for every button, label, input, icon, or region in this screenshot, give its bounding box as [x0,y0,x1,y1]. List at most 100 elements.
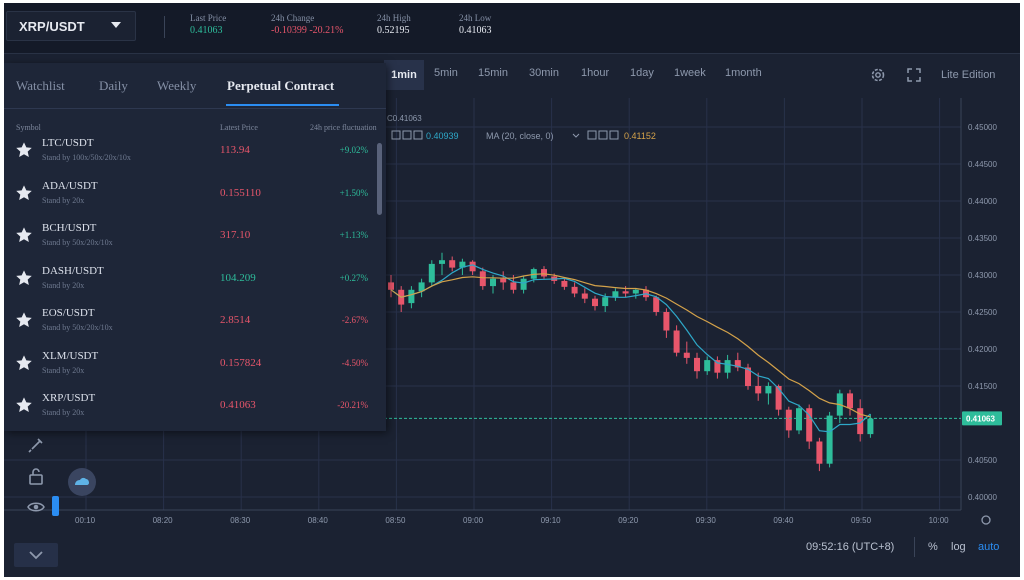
stat-label: Last Price [190,13,227,23]
watchlist-row[interactable]: LTC/USDT Stand by 100x/50x/20x/10x 113.94 +… [4,138,378,179]
candle-body [490,278,496,287]
star-icon[interactable] [15,311,33,329]
watchlist-row[interactable]: EOS/USDT Stand by 50x/20x/10x 2.8514 -2.67% [4,306,378,349]
row-leverage: Stand by 20x [42,280,85,290]
legend-ma-label: MA (20, close, 0) [486,131,554,141]
row-price: 113.94 [220,144,250,156]
y-tick-label: 0.40500 [968,456,997,465]
column-symbol[interactable]: Symbol [16,123,41,132]
scrollbar[interactable] [377,143,382,215]
candle-body [857,408,864,435]
collapse-panel-button[interactable] [14,543,58,567]
lite-edition-link[interactable]: Lite Edition [941,69,996,81]
auto-scale-button[interactable]: auto [978,541,1000,553]
x-tick-label: 09:30 [696,516,717,525]
unlock-icon[interactable] [26,466,46,486]
row-symbol: DASH/USDT [42,264,104,277]
interval-1hour[interactable]: 1hour [581,67,610,79]
row-symbol: ADA/USDT [42,179,98,192]
star-icon[interactable] [15,354,33,372]
candle-body [571,286,578,294]
x-tick-label: 00:10 [75,516,96,525]
brush-icon[interactable] [26,435,46,455]
watchlist-row[interactable]: XRP/USDT Stand by 20x 0.41063 -20.21% [4,391,378,428]
fullscreen-icon[interactable] [906,67,922,83]
interval-1day[interactable]: 1day [630,67,654,79]
stat-last-price: Last Price 0.41063 [190,13,226,37]
stat-value: 0.41063 [459,25,492,36]
tab-daily[interactable]: Daily [99,78,128,93]
candle-body [683,352,690,358]
x-tick-label: 10:00 [929,516,950,525]
legend-control-icon [598,130,608,140]
logo [68,468,96,496]
row-symbol: LTC/USDT [42,138,94,149]
clock-utc: 09:52:16 (UTC+8) [806,541,895,553]
legend-control-icon [587,130,597,140]
star-icon[interactable] [15,269,33,287]
candle-body [439,260,445,264]
candle-body [500,278,507,283]
candle-body [388,282,394,290]
legend-control-icon [391,130,401,140]
ma-slow-line [390,273,871,418]
star-icon[interactable] [15,396,33,414]
star-icon[interactable] [15,141,33,159]
candle-body [602,297,609,307]
x-tick-label: 09:50 [851,516,872,525]
log-scale-button[interactable]: log [951,541,966,553]
interval-5min[interactable]: 5min [434,67,458,79]
stat-value: -0.10399 -20.21% [271,25,344,36]
ma-fast-line [390,264,871,433]
interval-1week[interactable]: 1week [674,67,706,79]
percent-scale-button[interactable]: % [928,541,938,553]
watchlist-rows: LTC/USDT Stand by 100x/50x/20x/10x 113.94 +… [4,138,378,428]
row-symbol: EOS/USDT [42,307,95,319]
watchlist-tabs: Watchlist Daily Weekly Perpetual Contrac… [4,63,386,109]
candle-body [632,289,639,294]
interval-30min[interactable]: 30min [529,67,559,79]
watchlist-row[interactable]: BCH/USDT Stand by 50x/20x/10x 317.10 +1.13% [4,221,378,264]
candle-body [785,409,792,431]
watchlist-row[interactable]: XLM/USDT Stand by 20x 0.157824 -4.50% [4,349,378,392]
column-24h-fluctuation[interactable]: 24h price fluctuation [310,123,377,132]
y-tick-label: 0.43000 [968,271,997,280]
watchlist-row[interactable]: ADA/USDT Stand by 20x 0.155110 +1.50% [4,179,378,222]
tab-weekly[interactable]: Weekly [157,78,197,93]
tab-watchlist[interactable]: Watchlist [16,78,65,93]
candle-body [704,360,711,372]
status-bar [4,531,1020,577]
star-icon[interactable] [15,184,33,202]
candle-body [428,263,435,283]
candle-body [449,260,456,268]
watchlist-row[interactable]: DASH/USDT Stand by 20x 104.209 +0.27% [4,264,378,307]
chart-toolbar: 1min 5min 15min 30min 1hour 1day 1week 1… [4,60,1020,90]
gear-icon[interactable] [870,67,886,83]
interval-1month[interactable]: 1month [725,67,762,79]
stat-label: 24h Low [459,13,492,23]
candle-body [806,408,813,442]
last-price-tag [962,411,1002,426]
x-tick-label: 09:40 [773,516,794,525]
tab-perpetual-contract[interactable]: Perpetual Contract [227,78,335,93]
eye-toggle-tab[interactable] [52,496,59,516]
candle-body [592,298,598,307]
chevron-down-icon [572,133,580,138]
divider [914,537,915,557]
column-latest-price[interactable]: Latest Price [220,123,258,132]
gear-icon [981,515,991,525]
y-tick-label: 0.44000 [968,197,997,206]
interval-1min[interactable]: 1min [384,60,424,90]
star-icon[interactable] [15,226,33,244]
row-change: -4.50% [341,357,368,368]
candle-body [510,282,517,290]
candle-body [479,271,486,287]
candle-body [694,357,700,372]
y-tick-label: 0.41500 [968,382,997,391]
legend-value: C0.41063 [387,114,422,123]
watchlist-column-headers: Symbol Latest Price 24h price fluctuatio… [4,121,386,135]
x-tick-label: 09:20 [618,516,639,525]
interval-15min[interactable]: 15min [478,67,508,79]
eye-icon[interactable] [26,497,46,517]
pair-selector[interactable]: XRP/USDT [6,11,136,41]
